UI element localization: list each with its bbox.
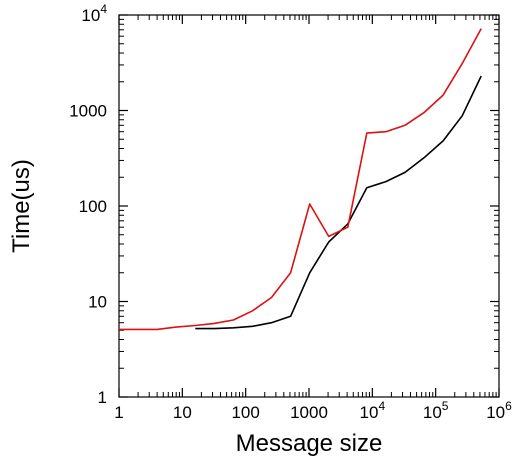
y-tick-label: 1000 [69, 102, 107, 121]
x-tick-label: 104 [360, 399, 386, 422]
x-tick-label: 106 [486, 399, 512, 422]
series-line-2 [119, 28, 482, 331]
y-tick-label: 104 [81, 2, 107, 25]
x-tick-label: 1 [114, 403, 123, 422]
y-tick-label: 1 [98, 388, 107, 407]
x-tick-label: 10 [173, 403, 192, 422]
axis-ticks [118, 14, 500, 398]
y-axis-label: Time(us) [8, 159, 35, 253]
y-tick-label: 100 [79, 197, 107, 216]
x-tick-label: 105 [423, 399, 449, 422]
series-group [119, 28, 482, 331]
x-axis-label: Message size [236, 430, 383, 457]
tick-labels: 1 10 100 1000 104 105 106 1 10 100 1000 104 [69, 2, 512, 422]
y-tick-label: 10 [88, 293, 107, 312]
series-line-1 [195, 75, 482, 330]
x-tick-label: 1000 [290, 403, 328, 422]
x-tick-label: 100 [231, 403, 259, 422]
